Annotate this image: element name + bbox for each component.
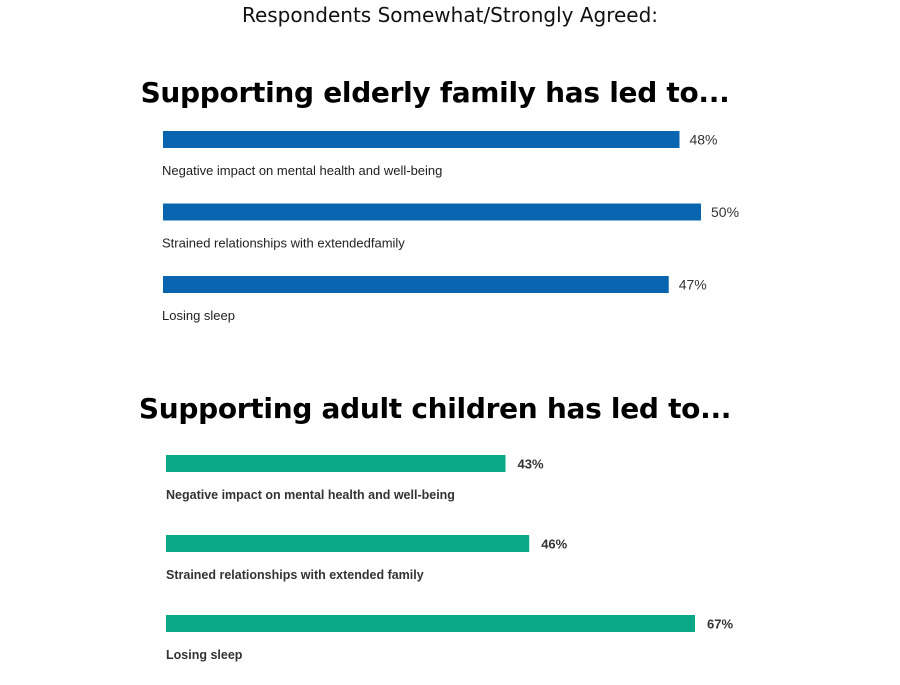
bar-1 — [163, 131, 680, 148]
page-title: Respondents Somewhat/Strongly Agreed: — [241, 3, 659, 27]
bar-3 — [166, 615, 695, 632]
bar-1 — [166, 455, 506, 472]
bar-value-label-2: 46% — [541, 537, 567, 552]
bar-value-label-3: 67% — [707, 617, 733, 632]
category-label-1: Negative impact on mental health and wel… — [166, 488, 455, 502]
category-label-3: Losing sleep — [166, 648, 243, 662]
bar-2 — [166, 535, 530, 552]
chart-elderly-family: 48% Negative impact on mental health and … — [162, 131, 739, 323]
chart-2-title: Supporting adult children has led to... — [138, 392, 732, 425]
bar-2 — [163, 203, 701, 221]
bar-value-label-2: 50% — [711, 204, 739, 220]
category-label-2: Strained relationships with extended fam… — [166, 568, 424, 582]
category-label-3: Losing sleep — [162, 308, 235, 323]
chart-1-title: Supporting elderly family has led to... — [140, 76, 730, 109]
bar-value-label-3: 47% — [679, 277, 707, 293]
category-label-1: Negative impact on mental health and wel… — [162, 163, 442, 178]
category-label-2: Strained relationships with extendedfami… — [162, 236, 405, 251]
bar-value-label-1: 43% — [518, 457, 544, 472]
bar-3 — [163, 276, 669, 293]
bar-value-label-1: 48% — [689, 132, 717, 148]
chart-adult-children: 43% Negative impact on mental health and … — [166, 455, 733, 662]
